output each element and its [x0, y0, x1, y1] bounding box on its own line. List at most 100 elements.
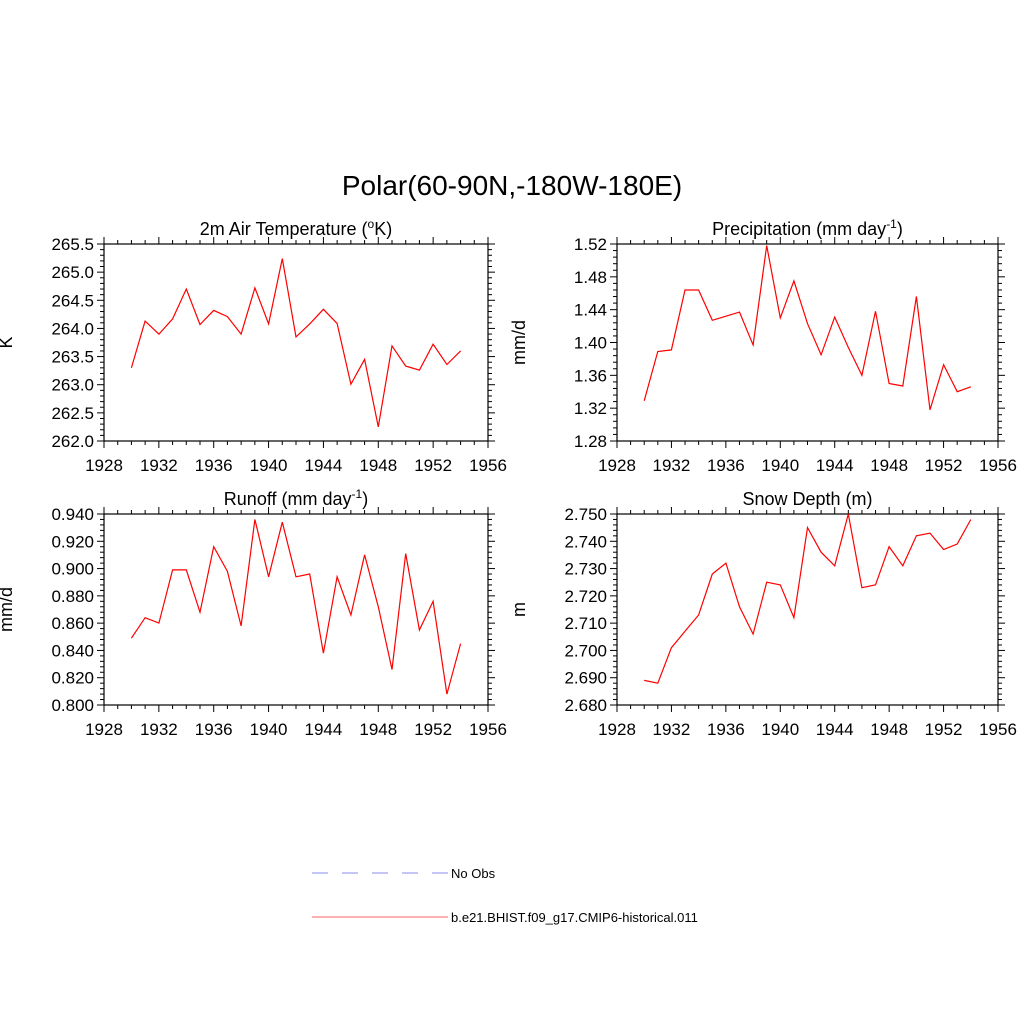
y-axis-label: mm/d: [0, 587, 16, 632]
y-tick-label: 2.720: [564, 587, 607, 606]
x-tick-label: 1940: [250, 720, 288, 739]
panel-title: 2m Air Temperature (oK): [200, 217, 392, 239]
x-tick-label: 1928: [598, 720, 636, 739]
panel-4: Snow Depth (m) m 2.680 2.690 2.700 2.710 2.720…: [509, 489, 1017, 739]
y-tick-label: 264.5: [51, 291, 94, 310]
panel-title-text: K): [374, 219, 392, 239]
x-tick-label: 1952: [925, 720, 963, 739]
x-tick-label: 1956: [979, 720, 1017, 739]
x-tick-label: 1948: [870, 456, 908, 475]
y-tick-label: 1.28: [574, 432, 607, 451]
y-tick-label: 1.32: [574, 399, 607, 418]
plot-frame: [616, 243, 999, 442]
x-tick-label: 1956: [469, 456, 507, 475]
y-axis-label: mm/d: [509, 320, 529, 365]
panel-title-superscript: o: [368, 217, 375, 231]
x-tick-label: 1952: [414, 456, 452, 475]
x-tick-label: 1940: [250, 456, 288, 475]
x-tick-label: 1936: [707, 720, 745, 739]
x-tick-label: 1928: [85, 720, 123, 739]
x-tick-label: 1956: [469, 720, 507, 739]
x-tick-label: 1956: [979, 456, 1017, 475]
y-tick-label: 2.750: [564, 505, 607, 524]
panel-title-text: Snow Depth (m): [742, 489, 872, 509]
x-tick-label: 1936: [195, 456, 233, 475]
y-tick-label: 0.920: [51, 532, 94, 551]
y-tick-label: 1.40: [574, 334, 607, 353]
panel-1: 2m Air Temperature (oK) K 262.0 262.5 263.0 2…: [0, 217, 507, 475]
x-tick-label: 1948: [359, 456, 397, 475]
y-tick-label: 263.5: [51, 348, 94, 367]
y-tick-label: 265.0: [51, 263, 94, 282]
x-tick-label: 1948: [359, 720, 397, 739]
y-tick-label: 1.36: [574, 366, 607, 385]
legend: No Obs b.e21.BHIST.f09_g17.CMIP6-historic…: [312, 866, 698, 925]
panel-title-text: Precipitation (mm day: [712, 219, 886, 239]
y-tick-label: 2.690: [564, 669, 607, 688]
x-tick-label: 1944: [305, 720, 343, 739]
x-tick-label: 1944: [816, 456, 854, 475]
legend-label: b.e21.BHIST.f09_g17.CMIP6-historical.011: [451, 910, 698, 925]
y-tick-label: 0.940: [51, 505, 94, 524]
x-tick-label: 1948: [870, 720, 908, 739]
y-tick-label: 2.730: [564, 560, 607, 579]
x-tick-label: 1932: [140, 720, 178, 739]
x-tick-label: 1940: [761, 456, 799, 475]
y-tick-label: 2.740: [564, 532, 607, 551]
legend-item-1: No Obs: [312, 866, 496, 881]
y-tick-label: 1.52: [574, 235, 607, 254]
panel-title-text: ): [362, 489, 368, 509]
y-tick-label: 265.5: [51, 235, 94, 254]
panel-title-superscript: -1: [886, 217, 897, 231]
x-tick-label: 1932: [653, 456, 691, 475]
y-tick-label: 0.840: [51, 641, 94, 660]
y-tick-label: 0.900: [51, 560, 94, 579]
panel-title: Snow Depth (m): [742, 489, 872, 509]
x-tick-label: 1944: [816, 720, 854, 739]
x-tick-label: 1952: [925, 456, 963, 475]
y-tick-label: 2.700: [564, 641, 607, 660]
y-tick-label: 262.5: [51, 404, 94, 423]
panel-title-text: Runoff (mm day: [224, 489, 352, 509]
x-tick-label: 1940: [761, 720, 799, 739]
series-line: [130, 519, 462, 695]
panel-3: Runoff (mm day-1) mm/d 0.800 0.820 0.840 0.86…: [0, 487, 507, 739]
y-tick-label: 0.820: [51, 669, 94, 688]
y-tick-label: 1.48: [574, 268, 607, 287]
x-tick-label: 1928: [598, 456, 636, 475]
y-tick-label: 0.800: [51, 696, 94, 715]
y-axis-label: m: [509, 602, 529, 617]
y-tick-label: 2.680: [564, 696, 607, 715]
y-tick-label: 0.880: [51, 587, 94, 606]
main-title: Polar(60-90N,-180W-180E): [342, 170, 682, 201]
panel-2: Precipitation (mm day-1) mm/d 1.28 1.32 1.36…: [509, 217, 1017, 475]
x-tick-label: 1952: [414, 720, 452, 739]
y-axis-label: K: [0, 336, 16, 348]
plot-frame: [616, 513, 999, 706]
panels: 2m Air Temperature (oK) K 262.0 262.5 263.0 2…: [0, 217, 1017, 739]
legend-label: No Obs: [451, 866, 496, 881]
y-tick-label: 0.860: [51, 614, 94, 633]
legend-item-2: b.e21.BHIST.f09_g17.CMIP6-historical.011: [312, 910, 698, 925]
y-tick-label: 263.0: [51, 376, 94, 395]
panel-title: Runoff (mm day-1): [224, 487, 368, 509]
panel-title-text: 2m Air Temperature (: [200, 219, 368, 239]
x-tick-label: 1928: [85, 456, 123, 475]
y-tick-label: 2.710: [564, 614, 607, 633]
y-tick-label: 1.44: [574, 301, 607, 320]
panel-title-text: ): [897, 219, 903, 239]
plot-frame: [103, 513, 489, 706]
panel-title-superscript: -1: [352, 487, 363, 501]
series-line: [130, 258, 462, 428]
y-tick-label: 264.0: [51, 319, 94, 338]
x-tick-label: 1936: [195, 720, 233, 739]
y-tick-label: 262.0: [51, 432, 94, 451]
plot-frame: [103, 243, 489, 442]
x-tick-label: 1936: [707, 456, 745, 475]
series-line: [643, 245, 972, 410]
panel-title: Precipitation (mm day-1): [712, 217, 903, 239]
x-tick-label: 1932: [140, 456, 178, 475]
x-tick-label: 1932: [653, 720, 691, 739]
x-tick-label: 1944: [305, 456, 343, 475]
